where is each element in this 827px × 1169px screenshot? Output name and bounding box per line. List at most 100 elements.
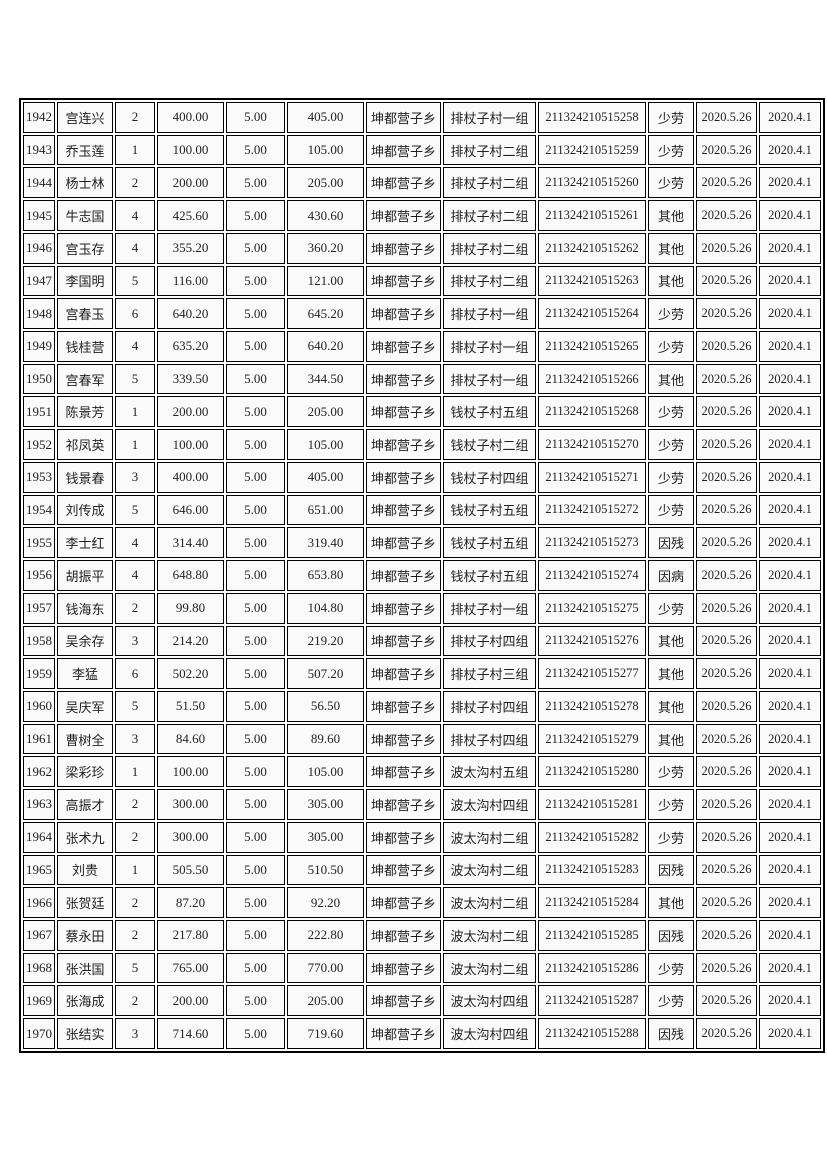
cell-household-size: 2 (115, 789, 155, 820)
subsidy-table-body: 1942 宫连兴 2 400.00 5.00 405.00 坤都营子乡 排杖子村一组 21132… (23, 102, 821, 1049)
cell-supplement-amount: 5.00 (226, 1018, 285, 1049)
table-row: 1967 蔡永田 2 217.80 5.00 222.80 坤都营子乡 波太沟村二组 21132… (23, 919, 821, 951)
cell-category: 少劳 (648, 331, 694, 362)
cell-start-date: 2020.4.1 (759, 658, 821, 689)
cell-base-amount: 400.00 (157, 102, 224, 133)
cell-issue-date: 2020.5.26 (696, 134, 757, 166)
table-row: 1969 张海成 2 200.00 5.00 205.00 坤都营子乡 波太沟村四组 21132… (23, 985, 821, 1017)
cell-name: 宫玉存 (57, 232, 113, 264)
cell-id-number: 211324210515259 (538, 134, 646, 166)
cell-base-amount: 640.20 (157, 298, 224, 330)
cell-name: 蔡永田 (57, 919, 113, 951)
cell-township: 坤都营子乡 (366, 167, 441, 199)
cell-row-number: 1963 (23, 789, 55, 820)
cell-id-number: 211324210515271 (538, 461, 646, 493)
cell-row-number: 1959 (23, 658, 55, 689)
cell-village-group: 排杖子村一组 (443, 363, 536, 395)
cell-start-date: 2020.4.1 (759, 723, 821, 755)
cell-name: 刘传成 (57, 494, 113, 526)
cell-id-number: 211324210515276 (538, 625, 646, 657)
cell-row-number: 1948 (23, 298, 55, 330)
cell-supplement-amount: 5.00 (226, 854, 285, 886)
cell-total-amount: 510.50 (287, 854, 364, 886)
cell-total-amount: 770.00 (287, 952, 364, 984)
cell-household-size: 5 (115, 265, 155, 297)
cell-row-number: 1960 (23, 690, 55, 722)
cell-id-number: 211324210515286 (538, 952, 646, 984)
cell-start-date: 2020.4.1 (759, 265, 821, 297)
cell-base-amount: 100.00 (157, 429, 224, 460)
cell-id-number: 211324210515270 (538, 429, 646, 460)
cell-issue-date: 2020.5.26 (696, 102, 757, 133)
cell-household-size: 4 (115, 232, 155, 264)
table-row: 1947 李国明 5 116.00 5.00 121.00 坤都营子乡 排杖子村二组 21132… (23, 265, 821, 297)
cell-name: 宫连兴 (57, 102, 113, 133)
cell-id-number: 211324210515266 (538, 363, 646, 395)
cell-base-amount: 505.50 (157, 854, 224, 886)
cell-start-date: 2020.4.1 (759, 102, 821, 133)
cell-base-amount: 51.50 (157, 690, 224, 722)
cell-township: 坤都营子乡 (366, 1018, 441, 1049)
cell-household-size: 3 (115, 461, 155, 493)
cell-issue-date: 2020.5.26 (696, 200, 757, 231)
cell-supplement-amount: 5.00 (226, 527, 285, 559)
cell-village-group: 排杖子村二组 (443, 200, 536, 231)
cell-supplement-amount: 5.00 (226, 592, 285, 624)
cell-issue-date: 2020.5.26 (696, 167, 757, 199)
cell-village-group: 波太沟村四组 (443, 789, 536, 820)
cell-supplement-amount: 5.00 (226, 494, 285, 526)
table-row: 1965 刘贵 1 505.50 5.00 510.50 坤都营子乡 波太沟村二组 211324… (23, 854, 821, 886)
cell-name: 李国明 (57, 265, 113, 297)
cell-village-group: 排杖子村一组 (443, 331, 536, 362)
cell-total-amount: 305.00 (287, 789, 364, 820)
cell-base-amount: 765.00 (157, 952, 224, 984)
cell-id-number: 211324210515260 (538, 167, 646, 199)
cell-category: 少劳 (648, 592, 694, 624)
cell-row-number: 1957 (23, 592, 55, 624)
table-row: 1955 李士红 4 314.40 5.00 319.40 坤都营子乡 钱杖子村五组 21132… (23, 527, 821, 559)
cell-category: 其他 (648, 690, 694, 722)
cell-name: 张术九 (57, 821, 113, 853)
cell-total-amount: 89.60 (287, 723, 364, 755)
cell-row-number: 1968 (23, 952, 55, 984)
cell-start-date: 2020.4.1 (759, 625, 821, 657)
cell-village-group: 波太沟村二组 (443, 919, 536, 951)
cell-total-amount: 121.00 (287, 265, 364, 297)
cell-start-date: 2020.4.1 (759, 461, 821, 493)
cell-township: 坤都营子乡 (366, 887, 441, 918)
cell-household-size: 2 (115, 592, 155, 624)
cell-issue-date: 2020.5.26 (696, 363, 757, 395)
cell-row-number: 1958 (23, 625, 55, 657)
cell-issue-date: 2020.5.26 (696, 560, 757, 591)
cell-base-amount: 116.00 (157, 265, 224, 297)
cell-township: 坤都营子乡 (366, 232, 441, 264)
cell-base-amount: 99.80 (157, 592, 224, 624)
table-row: 1946 宫玉存 4 355.20 5.00 360.20 坤都营子乡 排杖子村二组 21132… (23, 232, 821, 264)
cell-supplement-amount: 5.00 (226, 102, 285, 133)
cell-base-amount: 214.20 (157, 625, 224, 657)
cell-household-size: 2 (115, 919, 155, 951)
cell-id-number: 211324210515279 (538, 723, 646, 755)
cell-village-group: 排杖子村二组 (443, 232, 536, 264)
cell-base-amount: 100.00 (157, 756, 224, 788)
cell-name: 乔玉莲 (57, 134, 113, 166)
cell-total-amount: 719.60 (287, 1018, 364, 1049)
cell-id-number: 211324210515274 (538, 560, 646, 591)
table-row: 1950 宫春军 5 339.50 5.00 344.50 坤都营子乡 排杖子村一组 21132… (23, 363, 821, 395)
cell-row-number: 1947 (23, 265, 55, 297)
cell-row-number: 1952 (23, 429, 55, 460)
cell-township: 坤都营子乡 (366, 952, 441, 984)
cell-issue-date: 2020.5.26 (696, 854, 757, 886)
cell-supplement-amount: 5.00 (226, 331, 285, 362)
cell-township: 坤都营子乡 (366, 429, 441, 460)
cell-household-size: 4 (115, 560, 155, 591)
cell-category: 少劳 (648, 167, 694, 199)
cell-total-amount: 640.20 (287, 331, 364, 362)
cell-supplement-amount: 5.00 (226, 658, 285, 689)
cell-issue-date: 2020.5.26 (696, 429, 757, 460)
cell-supplement-amount: 5.00 (226, 887, 285, 918)
cell-category: 少劳 (648, 952, 694, 984)
cell-id-number: 211324210515281 (538, 789, 646, 820)
cell-category: 因残 (648, 919, 694, 951)
cell-township: 坤都营子乡 (366, 625, 441, 657)
